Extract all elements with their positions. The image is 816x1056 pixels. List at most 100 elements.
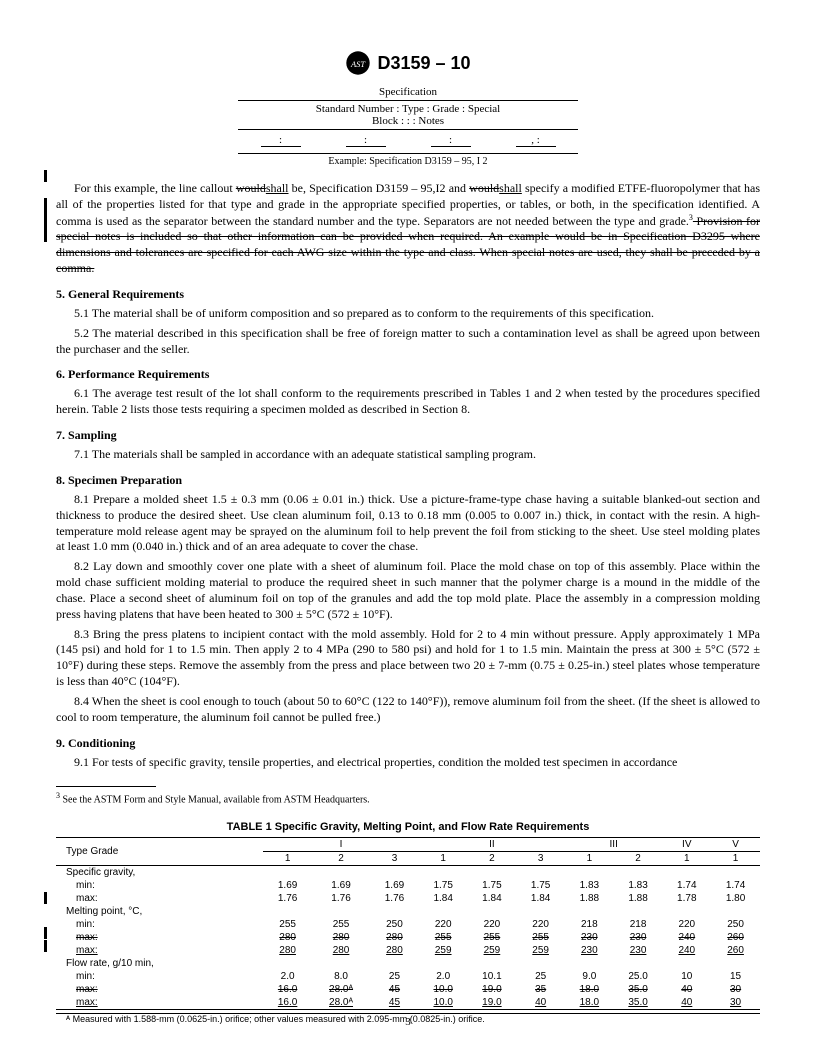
data-cell <box>662 957 711 970</box>
para-8-1: 8.1 Prepare a molded sheet 1.5 ± 0.3 mm … <box>56 492 760 555</box>
group-V: V <box>711 837 760 851</box>
table-1-title: TABLE 1 Specific Gravity, Melting Point,… <box>56 821 760 833</box>
data-cell <box>370 905 419 918</box>
para-8-3: 8.3 Bring the press platens to incipient… <box>56 627 760 690</box>
data-cell: 10 <box>662 970 711 983</box>
row-label: max: <box>56 944 263 957</box>
spec-blank: : <box>431 134 471 147</box>
row-label: max: <box>56 931 263 944</box>
data-cell: 259 <box>419 944 468 957</box>
data-cell: 280 <box>370 931 419 944</box>
data-cell <box>711 957 760 970</box>
grade-col: 1 <box>711 851 760 865</box>
row-label: Flow rate, g/10 min, <box>56 957 263 970</box>
grade-col: 1 <box>419 851 468 865</box>
row-label: Specific gravity, <box>56 865 263 879</box>
data-cell: 230 <box>614 931 663 944</box>
data-cell: 260 <box>711 931 760 944</box>
deleted-text: would <box>469 181 499 195</box>
data-cell: 240 <box>662 931 711 944</box>
data-cell: 220 <box>516 918 565 931</box>
footnote-text: See the ASTM Form and Style Manual, avai… <box>63 795 370 806</box>
data-cell: 18.0 <box>565 996 614 1010</box>
data-cell: 220 <box>662 918 711 931</box>
data-cell: 230 <box>614 944 663 957</box>
data-cell: 280 <box>263 944 312 957</box>
data-cell: 1.74 <box>711 879 760 892</box>
data-cell <box>370 865 419 879</box>
spec-line1: Standard Number : Type : Grade : Special <box>238 103 578 115</box>
row-label: max: <box>56 996 263 1010</box>
data-cell: 2.0 <box>419 970 468 983</box>
data-cell: 35.0 <box>614 996 663 1010</box>
data-cell: 10.0 <box>419 983 468 996</box>
data-cell <box>614 865 663 879</box>
data-cell: 45 <box>370 983 419 996</box>
svg-text:AST: AST <box>350 59 366 69</box>
data-cell: 45 <box>370 996 419 1010</box>
data-cell <box>419 905 468 918</box>
grade-col: 1 <box>662 851 711 865</box>
data-cell: 1.69 <box>370 879 419 892</box>
spec-blank: , : <box>516 134 556 147</box>
data-cell <box>370 957 419 970</box>
section-7-title: 7. Sampling <box>56 428 760 443</box>
para-5-2: 5.2 The material described in this speci… <box>56 326 760 358</box>
change-bar <box>44 170 47 182</box>
data-cell: 1.83 <box>565 879 614 892</box>
data-cell <box>614 905 663 918</box>
data-cell: 1.76 <box>370 892 419 905</box>
section-9-title: 9. Conditioning <box>56 736 760 751</box>
row-label: max: <box>56 892 263 905</box>
data-cell: 25 <box>516 970 565 983</box>
data-cell <box>516 905 565 918</box>
inserted-text: shall <box>499 181 522 195</box>
data-cell: 1.74 <box>662 879 711 892</box>
data-cell: 1.83 <box>614 879 663 892</box>
data-cell: 40 <box>516 996 565 1010</box>
data-cell <box>468 957 517 970</box>
data-cell <box>468 865 517 879</box>
data-cell: 10.1 <box>468 970 517 983</box>
spec-example: Example: Specification D3159 – 95, I 2 <box>238 153 578 167</box>
change-bar <box>44 892 47 904</box>
data-cell <box>711 905 760 918</box>
data-cell: 218 <box>565 918 614 931</box>
data-cell: 218 <box>614 918 663 931</box>
data-cell: 230 <box>565 931 614 944</box>
row-label: min: <box>56 879 263 892</box>
data-cell: 1.78 <box>662 892 711 905</box>
data-cell: 230 <box>565 944 614 957</box>
row-label: max: <box>56 983 263 996</box>
group-II: II <box>419 837 565 851</box>
data-cell: 280 <box>370 944 419 957</box>
grade-col: 2 <box>614 851 663 865</box>
data-cell <box>312 865 370 879</box>
data-cell: 1.75 <box>468 879 517 892</box>
grade-col: 1 <box>565 851 614 865</box>
data-cell: 2.0 <box>263 970 312 983</box>
data-cell: 16.0 <box>263 996 312 1010</box>
change-bar <box>44 927 47 939</box>
data-cell: 1.84 <box>516 892 565 905</box>
grade-col: 2 <box>468 851 517 865</box>
data-cell: 1.88 <box>614 892 663 905</box>
grade-col: 2 <box>312 851 370 865</box>
deleted-text: would <box>236 181 266 195</box>
data-cell: 1.76 <box>312 892 370 905</box>
grade-col: 3 <box>370 851 419 865</box>
para-6-1: 6.1 The average test result of the lot s… <box>56 386 760 418</box>
text: be, Specification D3159 – 95,I2 and <box>289 181 470 195</box>
data-cell <box>312 905 370 918</box>
footnote-rule <box>56 786 156 787</box>
data-cell: 1.75 <box>419 879 468 892</box>
data-cell: 30 <box>711 983 760 996</box>
data-cell: 30 <box>711 996 760 1010</box>
section-8-title: 8. Specimen Preparation <box>56 473 760 488</box>
data-cell: 250 <box>370 918 419 931</box>
data-cell: 250 <box>711 918 760 931</box>
data-cell: 255 <box>312 918 370 931</box>
spec-blank: : <box>346 134 386 147</box>
section-6-title: 6. Performance Requirements <box>56 367 760 382</box>
data-cell: 40 <box>662 996 711 1010</box>
